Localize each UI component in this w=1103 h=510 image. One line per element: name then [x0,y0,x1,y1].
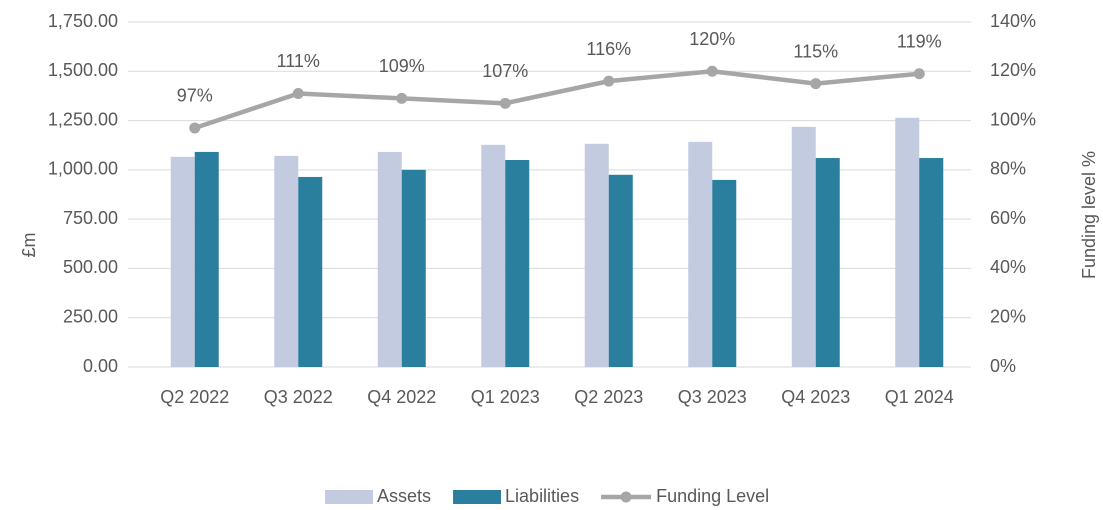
y2-tick-label: 100% [990,109,1036,129]
bar [194,151,219,367]
data-label: 120% [689,29,735,49]
line-marker [913,68,925,80]
bar [791,126,816,367]
bar [584,143,609,367]
y-tick-label: 1,250.00 [48,109,118,129]
y2-tick-label: 80% [990,159,1026,179]
y-tick-label: 250.00 [63,306,118,326]
x-tick-label: Q3 2023 [678,387,747,407]
data-label: 115% [793,41,838,61]
line-marker [499,97,511,109]
y-axis-title: £m [19,232,39,257]
line [194,69,920,131]
y-tick-label: 0.00 [83,356,118,376]
y2-tick-label: 20% [990,306,1026,326]
x-tick-label: Q1 2023 [471,387,540,407]
x-tick-label: Q4 2022 [367,387,436,407]
line-marker [603,75,615,87]
bar [815,158,840,367]
legend-label: Assets [377,486,431,506]
bar [919,158,944,367]
data-label: 111% [277,51,320,71]
y2-axis-title: Funding level % [1079,151,1099,279]
legend-label: Liabilities [505,486,579,506]
bar [170,156,195,367]
legend-label: Funding Level [656,486,769,506]
y-tick-label: 500.00 [63,257,118,277]
x-tick-label: Q1 2024 [885,387,954,407]
bar [895,117,920,367]
y-tick-label: 1,000.00 [48,159,118,179]
data-label: 107% [482,61,528,81]
legend-marker [620,491,632,503]
x-tick-label: Q4 2023 [781,387,850,407]
y2-tick-label: 60% [990,208,1026,228]
x-tick-label: Q2 2022 [160,387,229,407]
y2-tick-label: 0% [990,356,1016,376]
y-tick-label: 1,500.00 [48,60,118,80]
bar [274,155,299,367]
bar [688,141,713,367]
line-marker [292,87,304,99]
legend-swatch [325,490,373,504]
bar [481,144,506,367]
line-marker [810,78,822,90]
x-tick-label: Q2 2023 [574,387,643,407]
bar [505,160,530,367]
data-label: 119% [897,32,942,52]
data-label: 97% [177,86,213,106]
bar [712,179,737,367]
y2-tick-label: 140% [990,11,1036,31]
bar [608,174,633,367]
y2-tick-label: 40% [990,257,1026,277]
bar [298,176,323,367]
y-tick-label: 1,750.00 [48,11,118,31]
data-label: 116% [586,39,631,59]
y-tick-label: 750.00 [63,208,118,228]
line-marker [396,92,408,104]
bar [377,151,402,367]
y2-tick-label: 120% [990,60,1036,80]
bar [401,169,426,367]
data-label: 109% [379,56,425,76]
line-marker [706,65,718,77]
line-marker [189,122,201,134]
x-tick-label: Q3 2022 [264,387,333,407]
legend-swatch [453,490,502,504]
